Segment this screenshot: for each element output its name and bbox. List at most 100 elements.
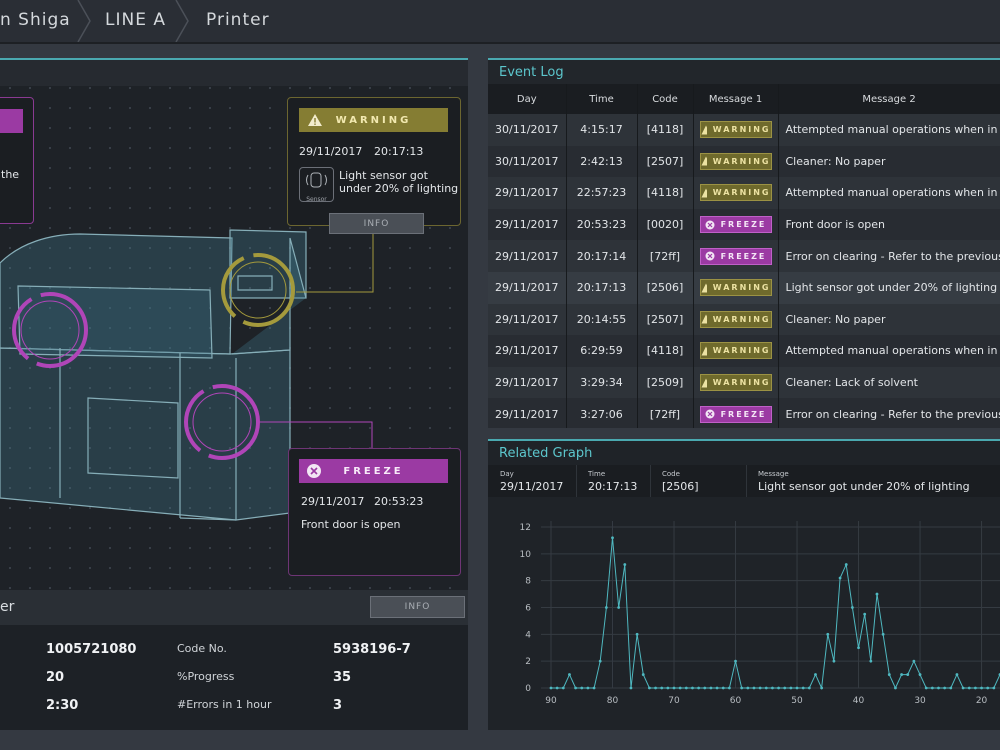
data-point (586, 686, 590, 690)
card-time: 20:17:13 (374, 145, 424, 158)
data-point (986, 686, 990, 690)
sensor-icon: Sensor (299, 167, 334, 203)
info-button[interactable]: INFO (370, 596, 465, 618)
x-tick-label: 60 (730, 696, 742, 706)
y-tick-label: 4 (525, 630, 531, 640)
warning-icon (701, 283, 707, 293)
log-cell: 3:27:06 (566, 398, 638, 428)
level-badge: WARNING (699, 121, 772, 139)
log-cell: 20:17:14 (566, 240, 638, 272)
data-point (746, 686, 750, 690)
level-cell: FREEZE (693, 208, 779, 241)
log-cell: 6:29:59 (566, 335, 638, 367)
data-point (598, 659, 602, 663)
level-cell: WARNING (693, 177, 779, 209)
alert-card: the (0, 97, 34, 224)
log-cell: Attempted manual operations when in proc (778, 335, 1000, 367)
field-value: 29/11/2017 (500, 480, 564, 493)
level-text: WARNING (712, 125, 771, 135)
log-cell: [4118] (637, 114, 694, 146)
event-log: Event Log Day Time Code Message 1 Message 2 … (488, 58, 1000, 428)
field-label: #Errors in 1 hour (177, 698, 272, 711)
log-cell: Error on clearing - Refer to the previou… (778, 398, 1000, 428)
x-tick-label: 40 (853, 696, 865, 706)
data-point (973, 686, 977, 690)
data-point (727, 686, 731, 690)
data-point (697, 686, 701, 690)
data-point (617, 606, 621, 609)
log-row[interactable]: 29/11/2017 3:27:06 [72ff] FREEZE Error on cl… (488, 398, 1000, 428)
column-header: Message 2 (778, 84, 1000, 114)
data-point (887, 673, 891, 676)
data-point (678, 686, 682, 690)
level-badge: FREEZE (699, 216, 772, 234)
data-point (789, 686, 793, 690)
breadcrumb-item[interactable]: n Shiga (0, 10, 71, 30)
log-row[interactable]: 29/11/2017 20:17:13 [2506] WARNING Light sen… (488, 271, 1000, 304)
icon-shape (701, 283, 707, 293)
info-panel: er INFO 1005721080 Code No. 5938196-7 20 %Pr… (0, 590, 468, 730)
icon-shape (707, 222, 713, 228)
data-point (900, 673, 903, 676)
data-point (721, 686, 725, 690)
icon-shape (701, 314, 707, 324)
x-tick-label: 80 (607, 696, 619, 706)
log-row[interactable]: 30/11/2017 2:42:13 [2507] WARNING Cleaner: N… (488, 145, 1000, 178)
log-row[interactable]: 30/11/2017 4:15:17 [4118] WARNING Attempted … (488, 114, 1000, 146)
data-point (629, 686, 633, 690)
panel-accent (488, 58, 1000, 60)
field-value: 2:30 (46, 698, 79, 713)
log-cell: Attempted manual operations when in proc (778, 177, 1000, 209)
data-point (604, 606, 608, 609)
data-point (561, 686, 565, 690)
y-tick-label: 12 (520, 523, 531, 533)
info-button[interactable]: INFO (329, 213, 424, 234)
data-point (783, 686, 787, 690)
data-point (955, 673, 959, 676)
log-cell: [4118] (637, 335, 694, 367)
machine-drawing (0, 229, 374, 521)
line-chart: 0 2 4 6 8 10 12 90 80 70 60 50 40 30 20 (520, 521, 1000, 706)
data-point (734, 659, 737, 663)
warning-icon (308, 114, 322, 126)
field-separator (650, 465, 651, 497)
data-point (863, 612, 867, 616)
data-point (967, 686, 971, 690)
log-row[interactable]: 29/11/2017 20:53:23 [0020] FREEZE Front door… (488, 208, 1000, 241)
log-row[interactable]: 29/11/2017 3:29:34 [2509] WARNING Cleaner: L… (488, 366, 1000, 399)
y-tick-label: 10 (520, 550, 532, 560)
data-point (924, 686, 928, 690)
log-cell: Cleaner: No paper (778, 145, 1000, 178)
log-row[interactable]: 29/11/2017 20:17:14 [72ff] FREEZE Error on c… (488, 240, 1000, 272)
breadcrumb-item[interactable]: LINE A (105, 10, 166, 30)
level-cell: WARNING (693, 303, 779, 336)
card-date: 29/11/2017 (299, 145, 363, 158)
log-cell: 22:57:23 (566, 177, 638, 209)
level-badge: WARNING (699, 184, 772, 202)
log-cell: Light sensor got under 20% of lighting (778, 271, 1000, 304)
x-tick-label: 20 (976, 696, 988, 706)
log-row[interactable]: 29/11/2017 6:29:59 [4118] WARNING Attempted … (488, 335, 1000, 367)
data-point (684, 686, 688, 690)
log-row[interactable]: 29/11/2017 20:14:55 [2507] WARNING Cleaner: … (488, 303, 1000, 336)
breadcrumb-item[interactable]: Printer (206, 10, 270, 30)
field-value: 3 (333, 698, 343, 713)
data-point (654, 686, 657, 690)
y-tick-label: 8 (525, 577, 531, 587)
log-cell: 29/11/2017 (488, 177, 567, 209)
icon-shape (701, 156, 707, 166)
y-tick-label: 2 (525, 657, 531, 667)
data-point (869, 659, 873, 663)
log-cell: 29/11/2017 (488, 240, 567, 272)
field-value: 5938196-7 (333, 642, 411, 657)
data-point (580, 686, 584, 690)
log-cell: 29/11/2017 (488, 335, 567, 367)
card-date: 29/11/2017 (301, 495, 365, 508)
warning-icon (701, 156, 707, 166)
log-row[interactable]: 29/11/2017 22:57:23 [4118] WARNING Attempted… (488, 177, 1000, 209)
data-point (641, 673, 645, 676)
column-header: Time (566, 84, 638, 114)
related-graph: Related Graph Day 29/11/2017 Time 20:17:13 C… (488, 439, 1000, 730)
data-point (814, 673, 817, 676)
